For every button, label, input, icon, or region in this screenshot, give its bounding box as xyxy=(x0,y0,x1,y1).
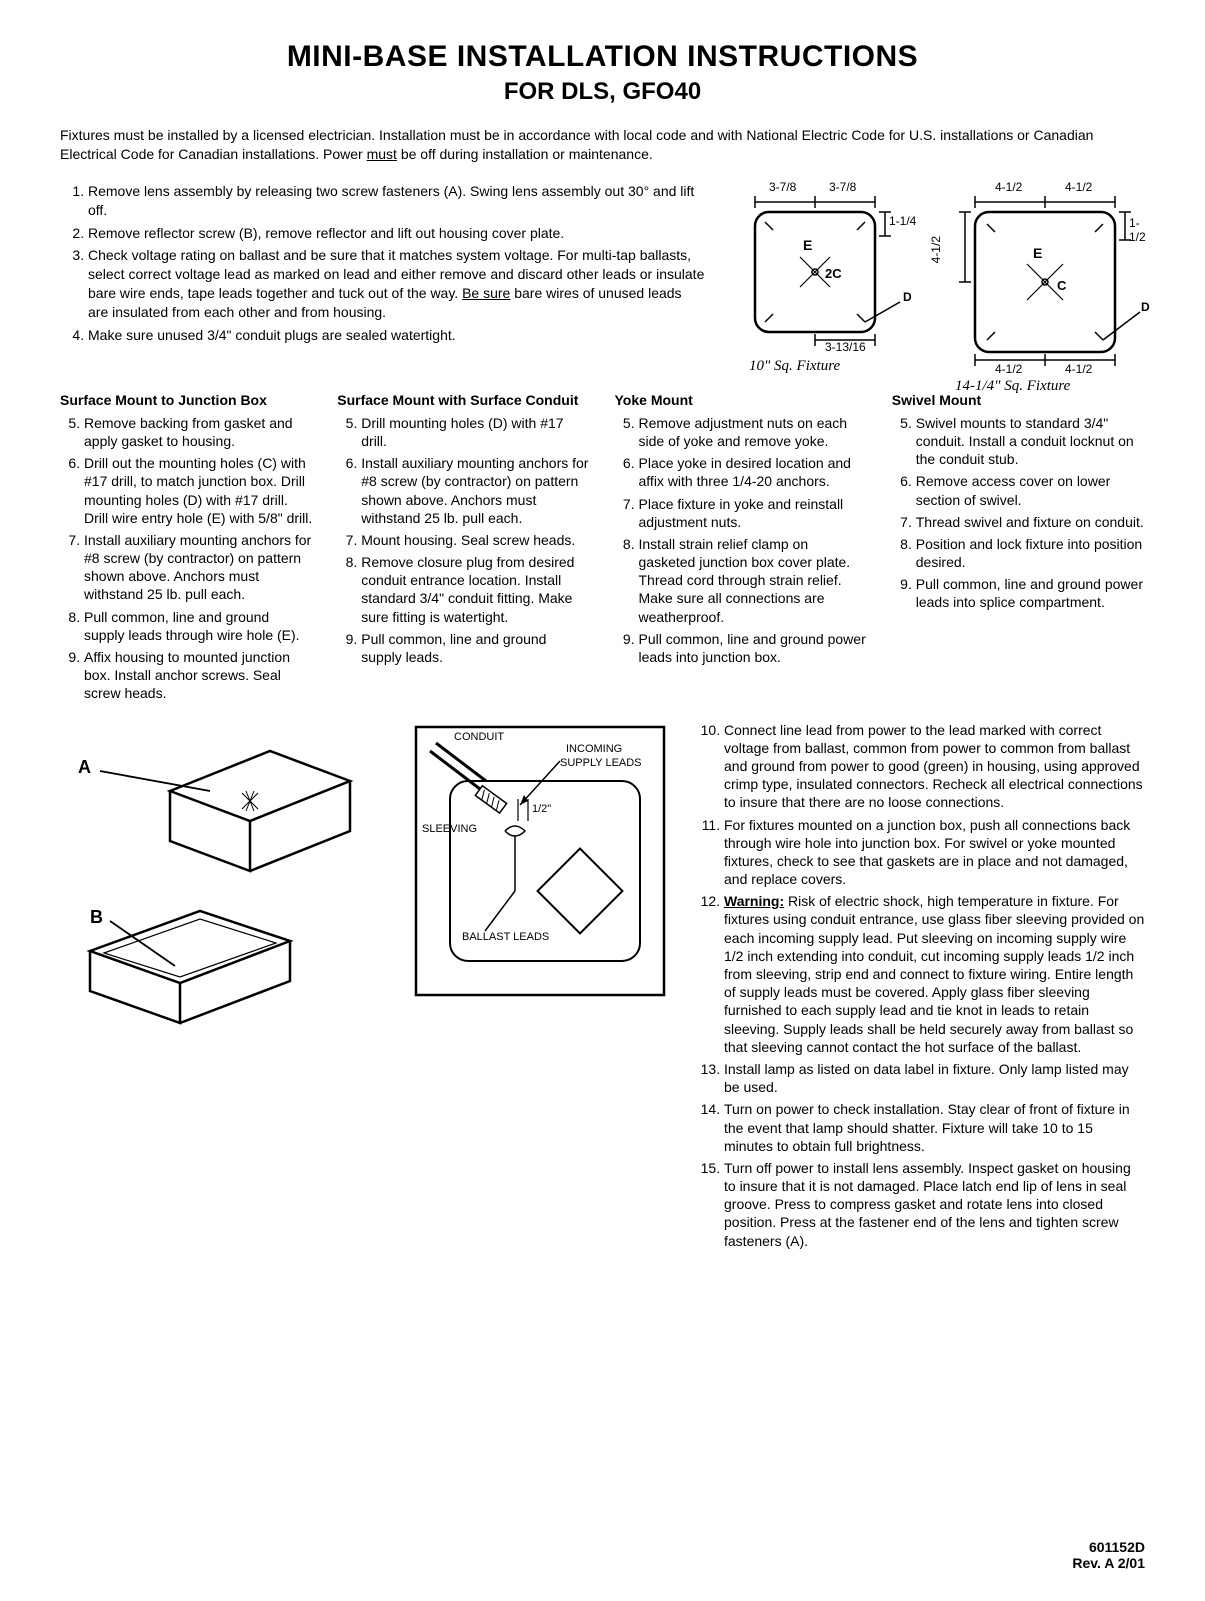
revision: Rev. A 2/01 xyxy=(1072,1555,1145,1571)
fixture-diagram-10in: E 2C 3-7/8 3-7/8 1-1/4 D 3-13/16 10" Sq.… xyxy=(725,182,925,372)
step-12: Warning: Risk of electric shock, high te… xyxy=(724,892,1145,1056)
step-11: For fixtures mounted on a junction box, … xyxy=(724,816,1145,889)
wiring-diagram: CONDUIT SLEEVING INCOMING SUPPLY LEADS 1… xyxy=(410,721,670,1254)
svg-text:E: E xyxy=(1033,245,1042,261)
step-1: Remove lens assembly by releasing two sc… xyxy=(88,182,705,220)
step-14: Turn on power to check installation. Sta… xyxy=(724,1100,1145,1155)
diagrams-col: E 2C 3-7/8 3-7/8 1-1/4 D 3-13/16 10" Sq.… xyxy=(725,182,1145,372)
list-swivel: Swivel mounts to standard 3/4" conduit. … xyxy=(892,414,1145,612)
fixture-exploded-figure: A B xyxy=(60,721,380,1254)
list-yoke: Remove adjustment nuts on each side of y… xyxy=(615,414,868,666)
step-15: Turn off power to install lens assembly.… xyxy=(724,1159,1145,1250)
sub-title: FOR DLS, GFO40 xyxy=(60,78,1145,106)
heading-junction-box: Surface Mount to Junction Box xyxy=(60,392,313,408)
mount-columns: Surface Mount to Junction Box Remove bac… xyxy=(60,392,1145,707)
col-yoke: Yoke Mount Remove adjustment nuts on eac… xyxy=(615,392,868,707)
part-number: 601152D xyxy=(1072,1539,1145,1555)
step-3: Check voltage rating on ballast and be s… xyxy=(88,246,705,322)
svg-text:E: E xyxy=(803,237,812,253)
col-surface-junction: Surface Mount to Junction Box Remove bac… xyxy=(60,392,313,707)
step-4: Make sure unused 3/4" conduit plugs are … xyxy=(88,326,705,345)
title-block: MINI-BASE INSTALLATION INSTRUCTIONS FOR … xyxy=(60,40,1145,106)
top-row: Remove lens assembly by releasing two sc… xyxy=(60,182,1145,372)
figures-row: A B xyxy=(60,721,1145,1254)
intro-suffix: be off during installation or maintenanc… xyxy=(397,146,653,162)
heading-yoke: Yoke Mount xyxy=(615,392,868,408)
step-10: Connect line lead from power to the lead… xyxy=(724,721,1145,812)
step-13: Install lamp as listed on data label in … xyxy=(724,1060,1145,1096)
svg-text:C: C xyxy=(1057,278,1067,293)
label-a: A xyxy=(78,757,91,778)
svg-text:2C: 2C xyxy=(825,266,842,281)
label-b: B xyxy=(90,907,103,928)
initial-steps-col: Remove lens assembly by releasing two sc… xyxy=(60,182,705,372)
final-steps-list: Connect line lead from power to the lead… xyxy=(700,721,1145,1250)
final-steps-col: Connect line lead from power to the lead… xyxy=(700,721,1145,1254)
col-swivel: Swivel Mount Swivel mounts to standard 3… xyxy=(892,392,1145,707)
main-title: MINI-BASE INSTALLATION INSTRUCTIONS xyxy=(60,40,1145,74)
heading-surface-conduit: Surface Mount with Surface Conduit xyxy=(337,392,590,408)
list-junction-box: Remove backing from gasket and apply gas… xyxy=(60,414,313,703)
intro-paragraph: Fixtures must be installed by a licensed… xyxy=(60,126,1145,164)
col-surface-conduit: Surface Mount with Surface Conduit Drill… xyxy=(337,392,590,707)
footer: 601152D Rev. A 2/01 xyxy=(1072,1539,1145,1571)
fixture-diagram-14in: E C 4-1/2 4-1/2 4-1/2 1-1/2 D 4-1/2 4-1/… xyxy=(945,182,1155,372)
intro-underline: must xyxy=(367,146,397,162)
step-2: Remove reflector screw (B), remove refle… xyxy=(88,224,705,243)
list-surface-conduit: Drill mounting holes (D) with #17 drill.… xyxy=(337,414,590,666)
initial-steps-list: Remove lens assembly by releasing two sc… xyxy=(60,182,705,345)
